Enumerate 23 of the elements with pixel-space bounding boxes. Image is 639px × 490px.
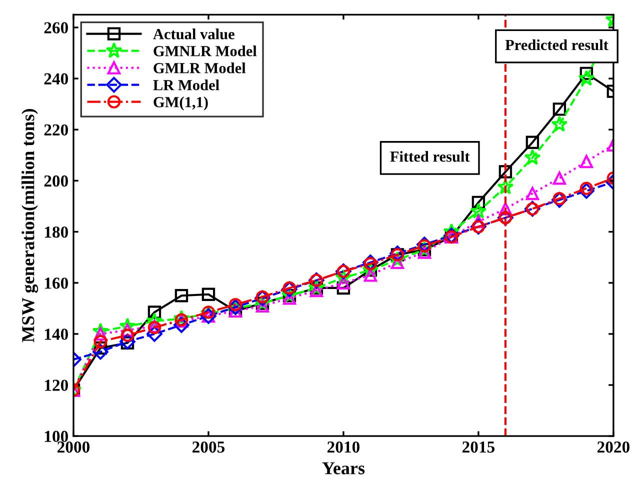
- y-tick-label: 160: [44, 278, 68, 289]
- x-axis-title: Years: [322, 462, 365, 474]
- y-tick-label: 220: [44, 124, 68, 136]
- legend-label: GMLR Model: [154, 62, 246, 74]
- annotation: Fitted result: [390, 151, 470, 162]
- y-tick-label: 240: [44, 73, 68, 84]
- legend-label: Actual value: [153, 28, 234, 40]
- legend-label: LR Model: [153, 80, 220, 90]
- legend-label: GMNLR Model: [154, 46, 257, 56]
- y-tick-label: 180: [44, 226, 68, 238]
- y-tick-label: 100: [44, 430, 68, 442]
- legend-label: GM(1,1): [154, 96, 208, 110]
- x-tick-label: 2010: [327, 441, 360, 453]
- y-axis-title: MSW generation(million tons): [22, 108, 38, 342]
- annotation: Predicted result: [505, 39, 608, 50]
- y-tick-label: 140: [44, 328, 68, 340]
- x-tick-label: 2015: [462, 441, 495, 453]
- x-tick-label: 2000: [58, 441, 90, 453]
- x-tick-label: 2020: [597, 441, 630, 453]
- y-tick-label: 120: [44, 380, 68, 391]
- x-tick-label: 2005: [192, 441, 225, 453]
- y-tick-label: 260: [44, 22, 68, 34]
- y-tick-label: 200: [44, 175, 68, 187]
